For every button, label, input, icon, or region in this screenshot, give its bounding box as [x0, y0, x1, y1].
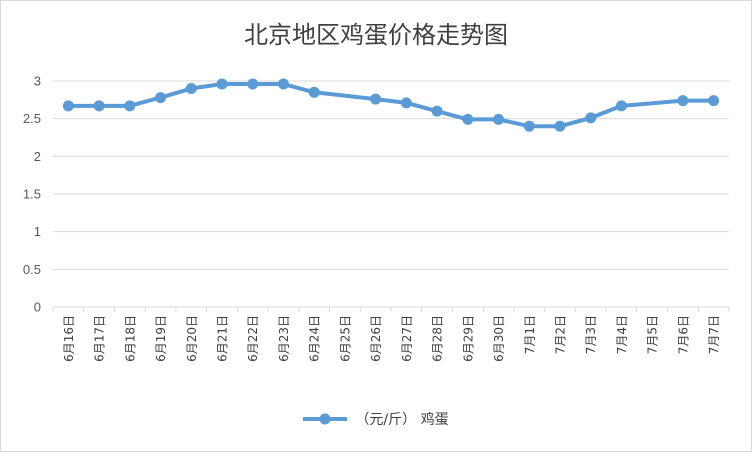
y-tick-label: 2.5 [23, 111, 41, 126]
y-tick-label: 0.5 [23, 262, 41, 277]
data-point [155, 92, 167, 104]
data-point [247, 78, 259, 90]
x-tick-label: 6月18日 [123, 315, 137, 362]
x-tick-label: 6月19日 [154, 315, 168, 362]
x-tick-label: 6月30日 [492, 315, 506, 362]
x-tick-label: 6月26日 [369, 315, 383, 362]
y-tick-label: 2 [34, 149, 41, 164]
x-tick-label: 7月3日 [584, 315, 598, 354]
data-point [370, 93, 382, 105]
data-point [431, 105, 443, 117]
legend-line-marker [303, 413, 348, 425]
x-tick-label: 6月17日 [93, 315, 107, 362]
x-tick-label: 6月22日 [246, 315, 260, 362]
data-point [677, 95, 689, 107]
data-point [462, 113, 474, 125]
x-tick-label: 7月2日 [554, 315, 568, 354]
data-point [523, 120, 535, 132]
data-point [93, 100, 105, 112]
chart-title: 北京地区鸡蛋价格走势图 [244, 21, 508, 49]
data-point [277, 78, 289, 90]
x-tick-label: 7月6日 [676, 315, 690, 354]
x-tick-label: 6月25日 [338, 315, 352, 362]
data-point [400, 97, 412, 109]
data-point [493, 113, 505, 125]
data-point [124, 100, 136, 112]
x-tick-label: 6月28日 [431, 315, 445, 362]
data-point [554, 120, 566, 132]
x-tick-label: 6月24日 [308, 315, 322, 362]
y-tick-label: 3 [34, 74, 41, 89]
x-tick-label: 7月4日 [615, 315, 629, 354]
x-tick-label: 6月20日 [185, 315, 199, 362]
data-point [216, 78, 228, 90]
y-tick-label: 1.5 [23, 187, 41, 202]
chart-legend: （元/斤） 鸡蛋 [1, 409, 751, 429]
x-tick-label: 7月5日 [646, 315, 660, 354]
data-point [708, 95, 720, 107]
x-tick-label: 7月1日 [523, 315, 537, 354]
x-tick-label: 6月23日 [277, 315, 291, 362]
x-tick-label: 6月27日 [400, 315, 414, 362]
data-point [185, 83, 197, 95]
x-tick-label: 7月7日 [707, 315, 721, 354]
x-tick-label: 6月29日 [461, 315, 475, 362]
data-point [62, 100, 74, 112]
data-point [615, 100, 627, 112]
data-point [308, 86, 320, 98]
y-tick-label: 0 [34, 300, 41, 315]
x-tick-label: 6月16日 [62, 315, 76, 362]
y-tick-label: 1 [34, 224, 41, 239]
data-point [585, 112, 597, 124]
x-tick-label: 6月21日 [216, 315, 230, 362]
legend-label: （元/斤） 鸡蛋 [355, 412, 449, 428]
